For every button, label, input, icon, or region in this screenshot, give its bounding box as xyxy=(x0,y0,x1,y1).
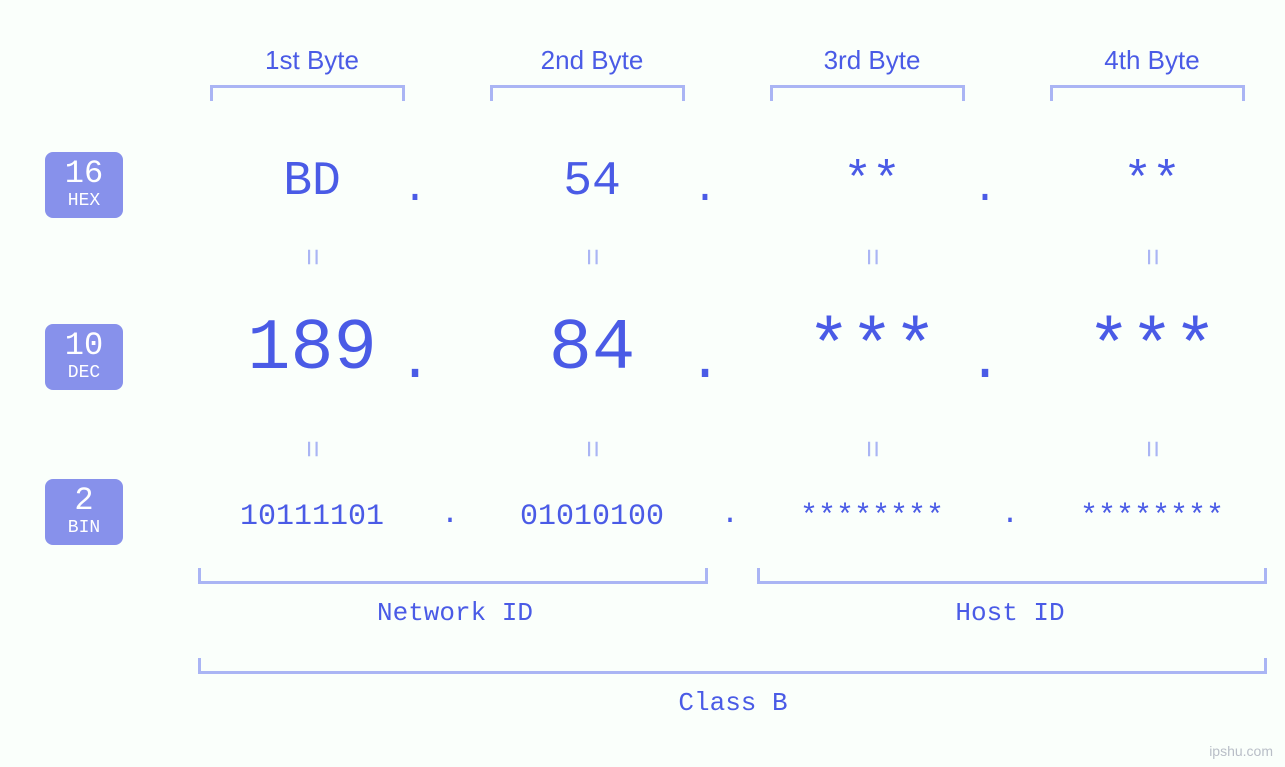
badge-hex-label: HEX xyxy=(45,192,123,210)
label-class: Class B xyxy=(608,688,858,718)
badge-hex: 16 HEX xyxy=(45,152,123,218)
bin-dot-3: . xyxy=(995,498,1025,532)
dec-byte-2: 84 xyxy=(487,308,697,390)
dec-dot-3: . xyxy=(965,330,1005,394)
eq-hex-dec-2: = xyxy=(573,237,607,277)
bin-dot-1: . xyxy=(435,498,465,532)
hex-dot-2: . xyxy=(685,165,725,213)
bin-byte-2: 01010100 xyxy=(467,500,717,534)
bin-byte-1: 10111101 xyxy=(187,500,437,534)
badge-dec: 10 DEC xyxy=(45,324,123,390)
bracket-byte-2 xyxy=(490,85,685,101)
hex-byte-3: ** xyxy=(767,155,977,209)
byte-label-1: 1st Byte xyxy=(207,45,417,76)
bracket-byte-1 xyxy=(210,85,405,101)
hex-dot-3: . xyxy=(965,165,1005,213)
dec-dot-1: . xyxy=(395,330,435,394)
hex-byte-4: ** xyxy=(1047,155,1257,209)
label-network-id: Network ID xyxy=(330,598,580,628)
eq-hex-dec-4: = xyxy=(1133,237,1167,277)
dec-dot-2: . xyxy=(685,330,725,394)
bracket-network-id xyxy=(198,568,708,584)
byte-label-4: 4th Byte xyxy=(1047,45,1257,76)
eq-hex-dec-3: = xyxy=(853,237,887,277)
badge-bin-num: 2 xyxy=(45,485,123,517)
hex-byte-1: BD xyxy=(207,155,417,209)
bracket-byte-4 xyxy=(1050,85,1245,101)
badge-bin-label: BIN xyxy=(45,519,123,537)
byte-label-2: 2nd Byte xyxy=(487,45,697,76)
badge-dec-label: DEC xyxy=(45,364,123,382)
bracket-class xyxy=(198,658,1267,674)
eq-hex-dec-1: = xyxy=(293,237,327,277)
bin-byte-3: ******** xyxy=(747,500,997,534)
dec-byte-3: *** xyxy=(767,308,977,390)
eq-dec-bin-2: = xyxy=(573,429,607,469)
hex-dot-1: . xyxy=(395,165,435,213)
badge-bin: 2 BIN xyxy=(45,479,123,545)
badge-hex-num: 16 xyxy=(45,158,123,190)
bin-byte-4: ******** xyxy=(1027,500,1277,534)
bracket-byte-3 xyxy=(770,85,965,101)
hex-byte-2: 54 xyxy=(487,155,697,209)
watermark: ipshu.com xyxy=(1209,743,1273,759)
dec-byte-1: 189 xyxy=(207,308,417,390)
label-host-id: Host ID xyxy=(885,598,1135,628)
eq-dec-bin-3: = xyxy=(853,429,887,469)
badge-dec-num: 10 xyxy=(45,330,123,362)
dec-byte-4: *** xyxy=(1047,308,1257,390)
bin-dot-2: . xyxy=(715,498,745,532)
eq-dec-bin-1: = xyxy=(293,429,327,469)
eq-dec-bin-4: = xyxy=(1133,429,1167,469)
byte-label-3: 3rd Byte xyxy=(767,45,977,76)
bracket-host-id xyxy=(757,568,1267,584)
